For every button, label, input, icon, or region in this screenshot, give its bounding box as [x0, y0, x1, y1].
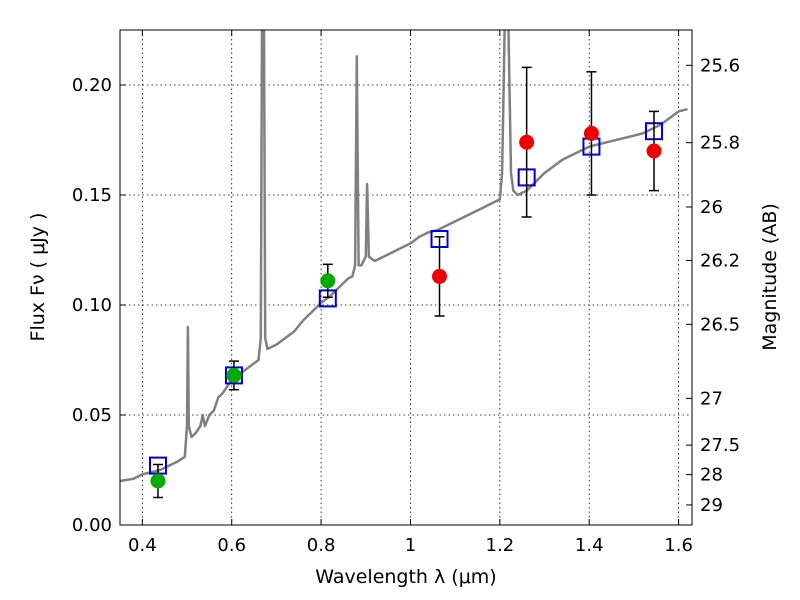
y-axis-title: Flux Fν ( μJy ) — [27, 213, 49, 342]
x-axis-title: Wavelength λ (μm) — [315, 566, 496, 588]
optical-obs-point — [226, 367, 242, 383]
nir-obs-point — [583, 125, 599, 141]
right-tick-label: 27.5 — [700, 435, 740, 456]
plot-frame — [119, 29, 693, 526]
right-tick-label: 26.2 — [700, 250, 740, 271]
x-tick-label: 1.4 — [575, 535, 604, 556]
data-layer — [120, 30, 688, 499]
plot-background — [120, 30, 692, 525]
y-tick-label: 0.05 — [72, 405, 112, 426]
right-tick-label: 27 — [700, 388, 723, 409]
x-tick-label: 1.2 — [486, 535, 515, 556]
right-tick-label: 26 — [700, 197, 723, 218]
template-spectrum-line — [120, 30, 688, 483]
right-tick-label: 25.8 — [700, 133, 740, 154]
y-tick-label: 0.15 — [72, 185, 112, 206]
right-tick-label: 26.5 — [700, 314, 740, 335]
right-tick-label: 28 — [700, 465, 723, 486]
y-tick-label: 0.00 — [72, 515, 112, 536]
x-tick-label: 0.6 — [217, 535, 246, 556]
y-tick-label: 0.10 — [72, 295, 112, 316]
nir-obs-point — [646, 143, 662, 159]
y-tick-label: 0.20 — [72, 75, 112, 96]
right-tick-label: 29 — [700, 495, 723, 516]
tick-labels: 0.4 0.6 0.8 1 1.2 1.4 1.6 0.00 0.05 0.10 0.15 0.20 2… — [72, 55, 740, 556]
x-tick-label: 1.6 — [664, 535, 693, 556]
optical-obs-point — [150, 473, 166, 489]
optical-obs-point — [320, 273, 336, 289]
right-axis-title: Magnitude (AB) — [759, 203, 781, 351]
x-tick-label: 0.8 — [307, 535, 336, 556]
tick-marks — [120, 30, 692, 526]
right-tick-label: 25.6 — [700, 55, 740, 76]
nir-obs-point — [519, 134, 535, 150]
x-tick-label: 1 — [405, 535, 416, 556]
nir-obs-point — [432, 268, 448, 284]
x-tick-label: 0.4 — [128, 535, 157, 556]
